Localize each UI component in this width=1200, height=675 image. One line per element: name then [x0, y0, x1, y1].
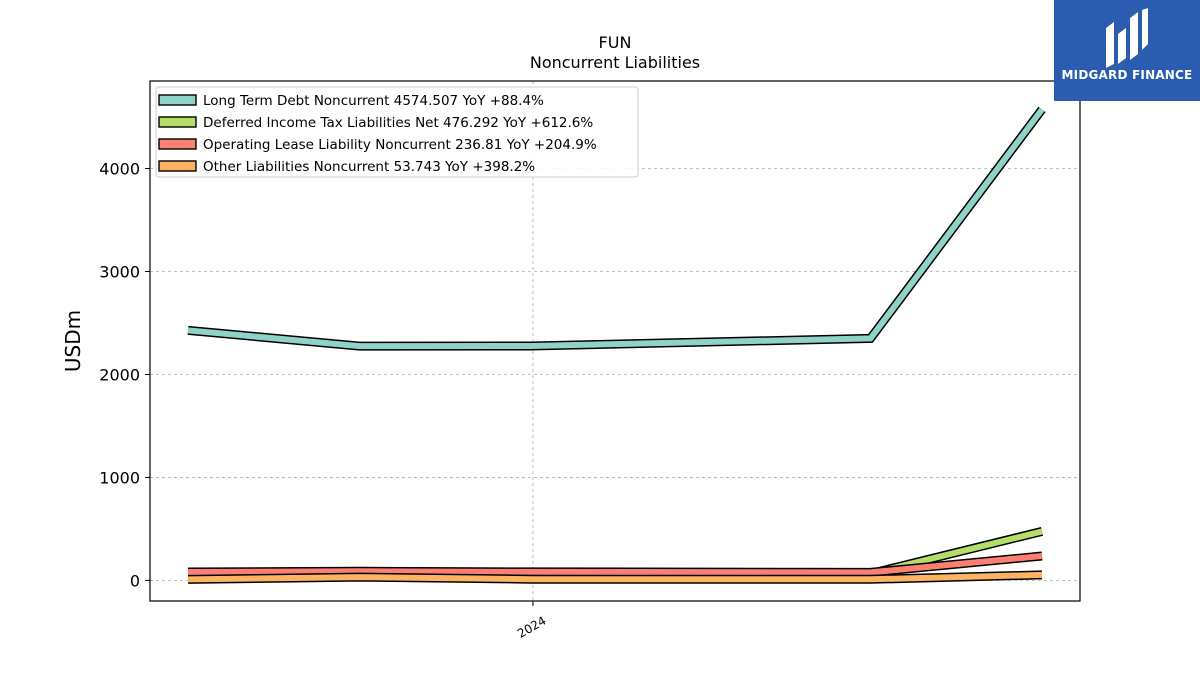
- brand-logo: MIDGARD FINANCE: [1054, 0, 1200, 101]
- x-tick-label: 2024: [515, 613, 548, 640]
- legend-swatch-3: [158, 160, 197, 172]
- legend-entry-0: Long Term Debt Noncurrent 4574.507 YoY +…: [203, 93, 544, 109]
- brand-logo-text: MIDGARD FINANCE: [1061, 68, 1193, 82]
- series-line-2: [187, 553, 1043, 576]
- y-tick-label: 0: [130, 571, 140, 590]
- legend-swatch-0: [158, 94, 197, 106]
- legend-entry-2: Operating Lease Liability Noncurrent 236…: [203, 137, 597, 153]
- legend-entry-3: Other Liabilities Noncurrent 53.743 YoY …: [203, 159, 535, 175]
- legend: Long Term Debt Noncurrent 4574.507 YoY +…: [155, 86, 639, 178]
- midgard-mark-icon: [1106, 8, 1148, 68]
- x-axis-ticks: 2024: [515, 601, 548, 641]
- y-tick-label: 1000: [99, 468, 140, 487]
- legend-swatch-2: [158, 138, 197, 150]
- chart-title: FUN: [599, 33, 632, 52]
- series-line-0: [187, 107, 1045, 350]
- y-axis-ticks: 0 1000 2000 3000 4000: [99, 160, 150, 590]
- series-lines: [187, 106, 1046, 584]
- legend-entry-1: Deferred Income Tax Liabilities Net 476.…: [203, 115, 593, 131]
- series-line-3: [187, 571, 1043, 583]
- y-axis-label: USDm: [61, 310, 85, 372]
- legend-frame: [155, 86, 639, 178]
- plot-frame: [149, 80, 1081, 602]
- y-tick-label: 2000: [99, 365, 140, 384]
- chart-subtitle: Noncurrent Liabilities: [530, 53, 700, 72]
- y-tick-label: 4000: [99, 160, 140, 179]
- legend-swatch-1: [158, 116, 197, 128]
- y-tick-label: 3000: [99, 262, 140, 281]
